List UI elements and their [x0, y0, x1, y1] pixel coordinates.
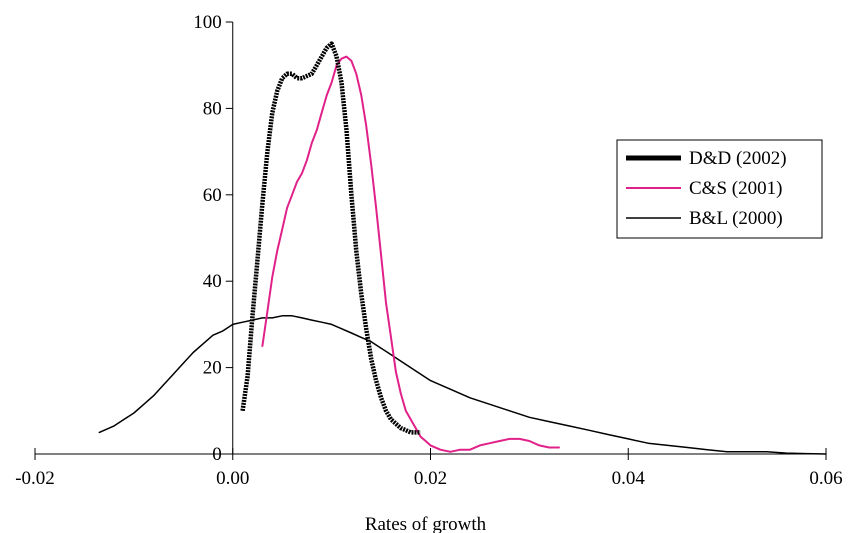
x-tick-label: -0.02: [15, 468, 55, 489]
x-tick-label: 0.00: [216, 468, 249, 489]
legend-label-2: B&L (2000): [689, 208, 783, 229]
y-ticks: 0 20 40 60 80 100: [193, 12, 233, 465]
axes: 0 20 40 60 80 100 -0.02 0.00 0.02 0.04 0.06: [15, 12, 842, 489]
y-tick-label: 0: [212, 444, 222, 465]
x-axis-label: Rates of growth: [365, 514, 487, 533]
series-line-2: [98, 315, 827, 455]
series-layer: [98, 41, 827, 455]
y-tick-label: 60: [203, 185, 222, 206]
x-tick-label: 0.02: [414, 468, 447, 489]
y-tick-label: 40: [203, 271, 222, 292]
series-line-1: [261, 55, 560, 453]
series-line-0: [240, 41, 421, 435]
y-tick-label: 20: [203, 358, 222, 379]
x-ticks: -0.02 0.00 0.02 0.04 0.06: [15, 448, 843, 489]
legend-label-0: D&D (2002): [689, 148, 787, 169]
legend-label-1: C&S (2001): [689, 178, 782, 199]
x-tick-label: 0.04: [612, 468, 646, 489]
y-tick-label: 80: [203, 98, 222, 119]
legend: D&D (2002) C&S (2001) B&L (2000): [616, 139, 823, 239]
y-tick-label: 100: [193, 12, 222, 33]
x-tick-label: 0.06: [809, 468, 842, 489]
